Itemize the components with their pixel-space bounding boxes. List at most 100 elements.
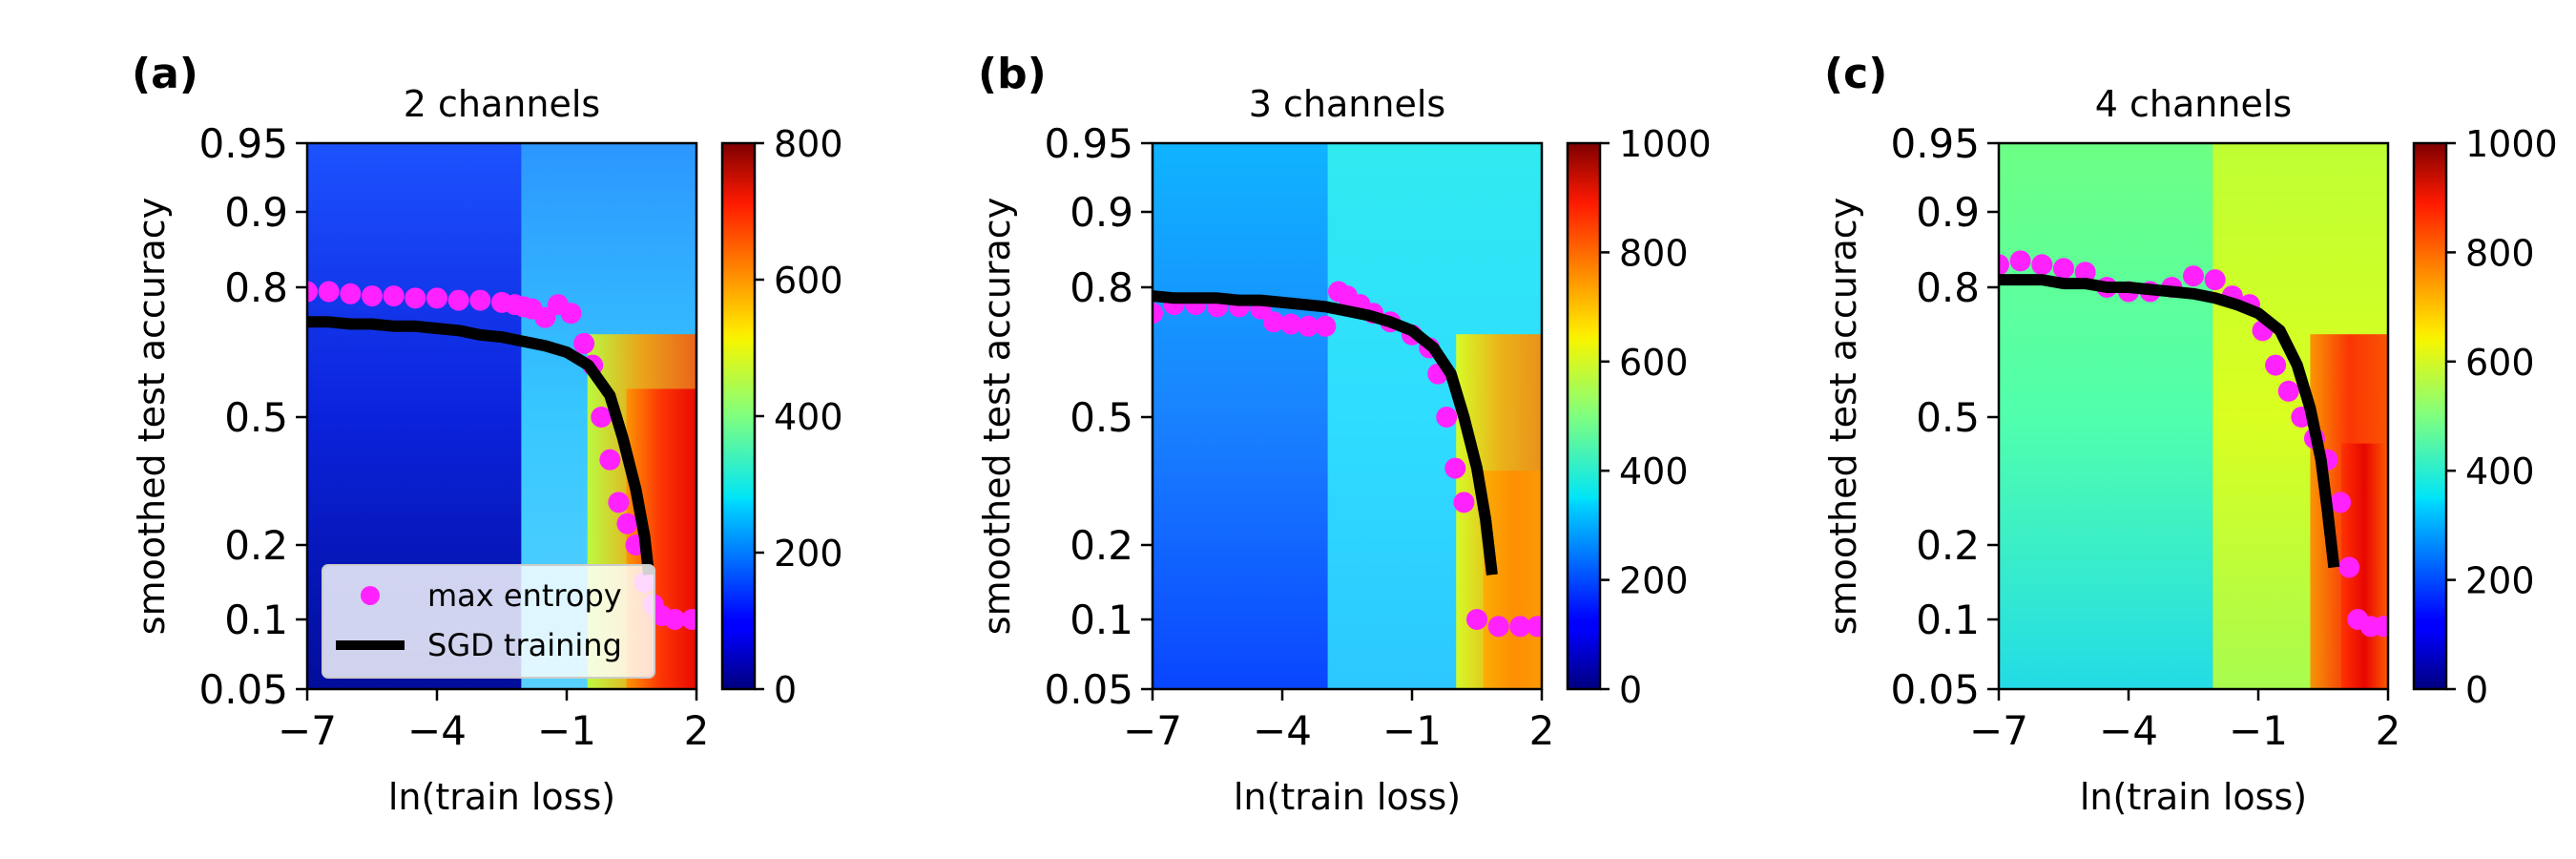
max-entropy-point <box>2009 250 2031 272</box>
max-entropy-point <box>1153 303 1163 325</box>
y-axis-label: smoothed test accuracy <box>976 198 1018 635</box>
max-entropy-point <box>560 303 582 325</box>
max-entropy-point <box>340 283 362 304</box>
max-entropy-point <box>573 332 595 354</box>
y-tick-label: 0.1 <box>1916 597 1980 643</box>
x-axis-label: ln(train loss) <box>1234 776 1461 818</box>
max-entropy-point <box>1436 407 1458 428</box>
x-tick-label: 2 <box>2376 707 2401 754</box>
colorbar-tick-label: 0 <box>774 669 797 711</box>
panel-label: (c) <box>1824 50 1887 98</box>
legend <box>322 564 655 679</box>
max-entropy-point <box>1466 609 1487 630</box>
sgd-training-line <box>1153 290 1498 576</box>
x-tick-label: −7 <box>1969 707 2028 754</box>
max-entropy-point <box>2183 265 2204 287</box>
max-entropy-point <box>447 289 469 311</box>
legend-entry-sgd-training: SGD training <box>427 627 622 663</box>
colorbar-tick-label: 200 <box>2465 560 2535 602</box>
colorbar-tick-label: 800 <box>2465 232 2535 274</box>
y-tick-label: 0.8 <box>1916 264 1980 311</box>
x-tick-label: 2 <box>684 707 710 754</box>
y-tick-label: 0.95 <box>198 120 288 167</box>
x-tick-label: −7 <box>278 707 337 754</box>
max-entropy-point <box>534 306 556 328</box>
max-entropy-point <box>1298 315 1319 337</box>
max-entropy-point <box>2053 258 2074 280</box>
y-tick-label: 0.95 <box>1044 120 1133 167</box>
legend-dot-icon <box>361 586 380 605</box>
max-entropy-point <box>2373 616 2388 638</box>
x-tick-label: −1 <box>2229 707 2288 754</box>
y-tick-label: 0.9 <box>1916 189 1980 236</box>
y-tick-label: 0.05 <box>1890 666 1980 713</box>
panel-1: −7 −4 −1 2 0.05 0.1 0.2 0.5 0.8 0.9 0.95 ln(train l… <box>131 50 843 818</box>
max-entropy-point <box>1487 616 1509 638</box>
max-entropy-point <box>599 449 621 471</box>
x-tick-label: −1 <box>537 707 596 754</box>
sgd-training-line <box>1999 274 2340 569</box>
x-tick-label: −7 <box>1123 707 1182 754</box>
x-tick-label: −4 <box>1253 707 1312 754</box>
y-tick-label: 0.2 <box>1070 522 1133 569</box>
max-entropy-point <box>1280 313 1302 335</box>
panel-title: 3 channels <box>1249 83 1445 125</box>
max-entropy-point <box>362 285 383 307</box>
colorbar <box>1566 141 1602 691</box>
y-tick-label: 0.1 <box>224 597 288 643</box>
y-tick-label: 0.8 <box>224 264 288 311</box>
y-tick-label: 0.9 <box>224 189 288 236</box>
max-entropy-point <box>383 285 405 307</box>
y-tick-label: 0.95 <box>1890 120 1980 167</box>
x-tick-label: −4 <box>407 707 467 754</box>
y-tick-label: 0.05 <box>1044 666 1133 713</box>
x-tick-label: −4 <box>2099 707 2158 754</box>
max-entropy-point <box>2277 380 2299 402</box>
max-entropy-point <box>1262 311 1284 333</box>
y-axis-label: smoothed test accuracy <box>1822 198 1864 635</box>
panel-label: (a) <box>132 50 198 98</box>
max-entropy-point <box>2204 269 2226 291</box>
max-entropy-point <box>608 492 630 513</box>
colorbar-tick-label: 400 <box>2465 450 2535 492</box>
y-tick-label: 0.5 <box>1916 394 1980 441</box>
colorbar-tick-label: 600 <box>774 260 843 302</box>
heatmap <box>1153 143 1542 689</box>
colorbar <box>2412 141 2448 691</box>
max-entropy-point <box>2265 354 2287 376</box>
max-entropy-point <box>1444 457 1466 479</box>
max-entropy-point <box>1527 616 1542 638</box>
colorbar-tick-label: 0 <box>2465 669 2488 711</box>
x-axis-label: ln(train loss) <box>388 776 615 818</box>
max-entropy-point <box>664 609 686 630</box>
y-axis-label: smoothed test accuracy <box>131 198 173 635</box>
legend-entry-max-entropy: max entropy <box>427 577 622 614</box>
max-entropy-point <box>2338 556 2360 578</box>
max-entropy-point <box>1509 616 1531 638</box>
y-tick-label: 0.2 <box>224 522 288 569</box>
y-tick-label: 0.5 <box>224 394 288 441</box>
colorbar-tick-label: 800 <box>1619 232 1689 274</box>
max-entropy-point <box>469 289 491 311</box>
max-entropy-point <box>1999 254 2009 276</box>
colorbar-tick-label: 1000 <box>2465 123 2558 165</box>
max-entropy-point <box>2330 492 2352 513</box>
panel-title: 2 channels <box>404 83 600 125</box>
y-tick-label: 0.9 <box>1070 189 1133 236</box>
panel-title: 4 channels <box>2095 83 2292 125</box>
panel-2: −7 −4 −1 2 0.05 0.1 0.2 0.5 0.8 0.9 0.95 ln(train l… <box>976 50 1712 818</box>
x-axis-label: ln(train loss) <box>2080 776 2307 818</box>
max-entropy-point <box>2074 262 2096 283</box>
x-tick-label: −1 <box>1382 707 1442 754</box>
colorbar <box>720 141 757 691</box>
y-tick-label: 0.8 <box>1070 264 1133 311</box>
colorbar-tick-label: 400 <box>1619 450 1689 492</box>
colorbar-tick-label: 200 <box>1619 560 1689 602</box>
y-tick-label: 0.5 <box>1070 394 1133 441</box>
panel-label: (b) <box>978 50 1047 98</box>
y-tick-label: 0.1 <box>1070 597 1133 643</box>
max-entropy-point <box>2031 254 2053 276</box>
colorbar-tick-label: 600 <box>2465 342 2535 384</box>
panel-3: −7 −4 −1 2 0.05 0.1 0.2 0.5 0.8 0.9 0.95 ln(train l… <box>1822 50 2558 818</box>
